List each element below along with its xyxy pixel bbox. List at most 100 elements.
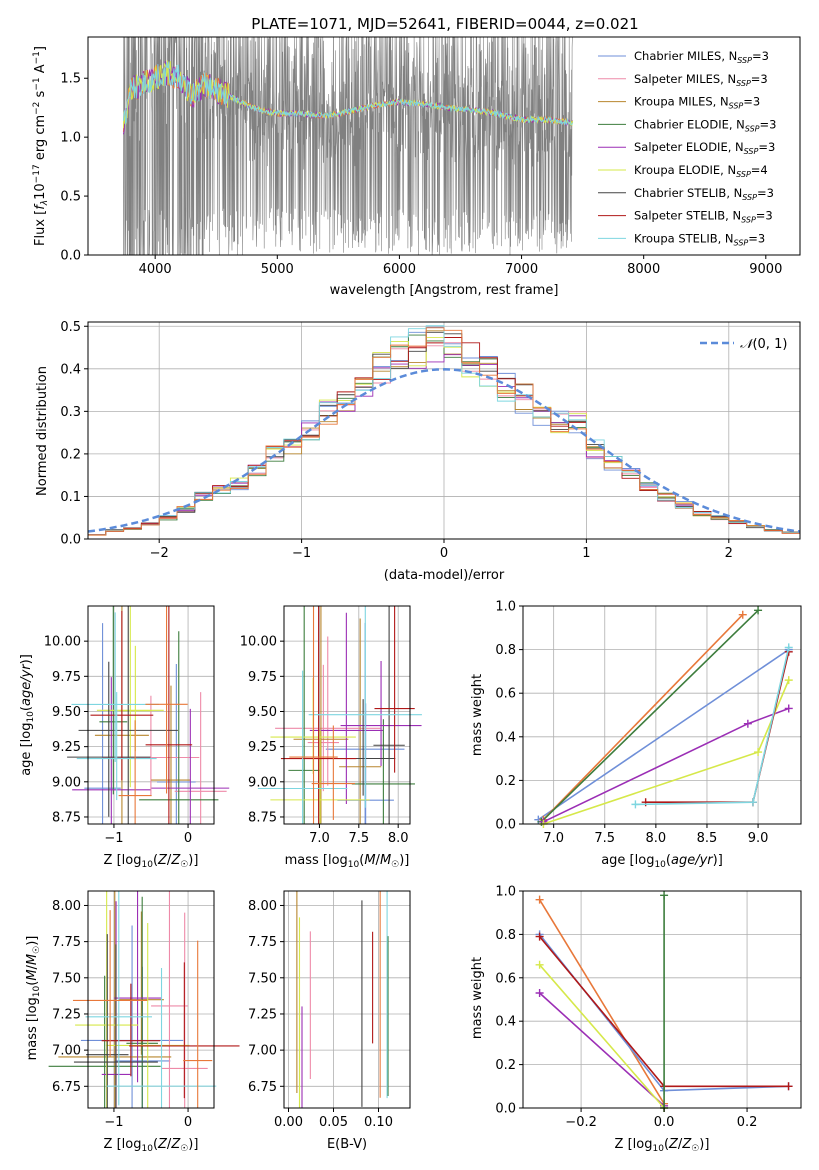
xtick-label: 8.0 [646,831,667,846]
residual-ytick-label: 0.0 [60,533,81,548]
ytick-label: 9.75 [52,670,81,685]
ytick-label: 7.00 [52,1044,81,1059]
spectrum-panel: 4000 5000 6000 7000 8000 9000 0.0 0.5 1.0 1.5 wav… [32,36,801,298]
mass-vs-ebv-panel: 0.00 0.05 0.10 6.75 7.00 7.25 7.50 7.75 8.00 [248,890,411,1130]
residual-ytick-label: 0.5 [60,320,81,335]
residual-ytick-label: 0.3 [60,405,81,420]
ytick-label: 1.0 [495,885,516,900]
xtick-label: 0 [184,831,192,846]
series-line [540,609,759,823]
spectrum-ytick-label: 1.5 [60,72,81,87]
weight-vs-Z-ylabel: mass weight [470,957,485,1039]
data-spectrum-line [123,36,573,256]
ytick-label: 0.6 [495,687,516,702]
series-point [738,610,747,619]
legend-label: Chabrier MILES, NSSP=3 [634,49,769,65]
ytick-label: 9.50 [52,705,81,720]
series-point [660,891,669,900]
ytick-label: 10.00 [240,635,277,650]
xtick-label: −1 [104,831,123,846]
legend-label: Salpeter ELODIE, NSSP=3 [634,140,775,156]
spectrum-xtick-label: 6000 [383,262,416,277]
age-vs-Z-panel: −1 0 8.75 9.00 9.25 9.50 9.75 10.00 [44,605,230,846]
axes-frame [283,890,411,1109]
axes-frame [522,890,802,1109]
series-point [754,606,763,615]
ytick-label: 0.2 [495,774,516,789]
figure-title: PLATE=1071, MJD=52641, FIBERID=0044, z=0… [251,15,638,33]
series-point [631,800,640,809]
residual-xlabel: (data-model)/error [384,568,505,583]
legend-label: Salpeter MILES, NSSP=3 [634,72,768,88]
series-line [538,899,665,1105]
series-point [784,676,793,685]
ytick-label: 0.8 [495,928,516,943]
ytick-label: 1.0 [495,600,516,615]
residual-xtick-label: −2 [150,546,169,561]
legend-label: Kroupa ELODIE, NSSP=4 [634,163,768,179]
residual-panel: −2 −1 0 1 2 0.0 0.1 0.2 0.3 0.4 0.5 (data-model)/e… [35,320,801,583]
ytick-label: 9.25 [52,740,81,755]
xtick-label: 9.0 [748,831,769,846]
ytick-label: 9.00 [248,775,277,790]
series-line [645,651,790,804]
spectrum-ytick-label: 0.5 [60,190,81,205]
weight-vs-Z-xlabel: Z [log10(Z/Z☉)] [615,1137,710,1154]
series-point [784,704,793,713]
residual-legend-label: 𝒩(0, 1) [740,337,787,352]
spectrum-xtick-label: 7000 [505,262,538,277]
spectrum-ytick-label: 1.0 [60,131,81,146]
xtick-label: 0.2 [737,1115,758,1130]
series-point [754,748,763,757]
ytick-label: 0.8 [495,643,516,658]
series-line [635,647,790,806]
ytick-label: 7.75 [52,935,81,950]
ytick-label: 9.00 [52,775,81,790]
axes-frame [87,605,215,825]
xtick-label: 7.0 [543,831,564,846]
series-point [535,960,544,969]
mass-vs-Z-ylabel: mass [log10(M/M☉)] [25,936,42,1061]
residual-xtick-label: 0 [440,546,448,561]
legend-label: Salpeter STELIB, NSSP=3 [634,209,773,225]
xtick-label: 8.0 [388,831,409,846]
ytick-label: 7.00 [248,1044,277,1059]
residual-xtick-label: −1 [292,546,311,561]
model-spectrum-line [122,61,574,126]
xtick-label: 7.5 [348,831,369,846]
xtick-label: 0.10 [364,1115,393,1130]
spectrum-xtick-label: 9000 [749,262,782,277]
residual-legend: 𝒩(0, 1) [700,337,787,352]
xtick-label: −0.2 [565,1115,597,1130]
weight-vs-age-ylabel: mass weight [470,674,485,756]
ytick-label: 9.75 [248,670,277,685]
spectrum-axes-frame [87,36,801,256]
series-point [743,719,752,728]
ytick-label: 7.50 [52,971,81,986]
spectrum-ytick-label: 0.0 [60,249,81,264]
series-line [538,964,665,1109]
series-line [537,648,790,821]
ytick-label: 8.75 [52,810,81,825]
series-point [784,643,793,652]
xtick-label: 0 [184,1115,192,1130]
legend-label: Chabrier ELODIE, NSSP=3 [634,117,776,133]
spectrum-xtick-label: 8000 [627,262,660,277]
ytick-label: 9.50 [248,705,277,720]
mass-vs-ebv-xlabel: E(B-V) [327,1137,367,1152]
xtick-label: 7.5 [594,831,615,846]
weight-vs-age-panel: 7.0 7.5 8.0 8.5 9.0 0.0 0.2 0.4 0.6 0.8 1.0 [495,600,802,846]
residual-xtick-label: 1 [582,546,590,561]
series-point [535,932,544,941]
spectrum-legend: Chabrier MILES, NSSP=3 Salpeter MILES, NS… [588,44,794,250]
xtick-label: 0.05 [319,1115,348,1130]
xtick-label: −1 [104,1115,123,1130]
series-point [748,798,757,807]
spectrum-xtick-label: 4000 [139,262,172,277]
residual-ytick-label: 0.4 [60,362,81,377]
ytick-label: 8.00 [248,899,277,914]
xtick-label: 0.00 [274,1115,303,1130]
ytick-label: 7.50 [248,971,277,986]
axes-frame [522,605,802,825]
